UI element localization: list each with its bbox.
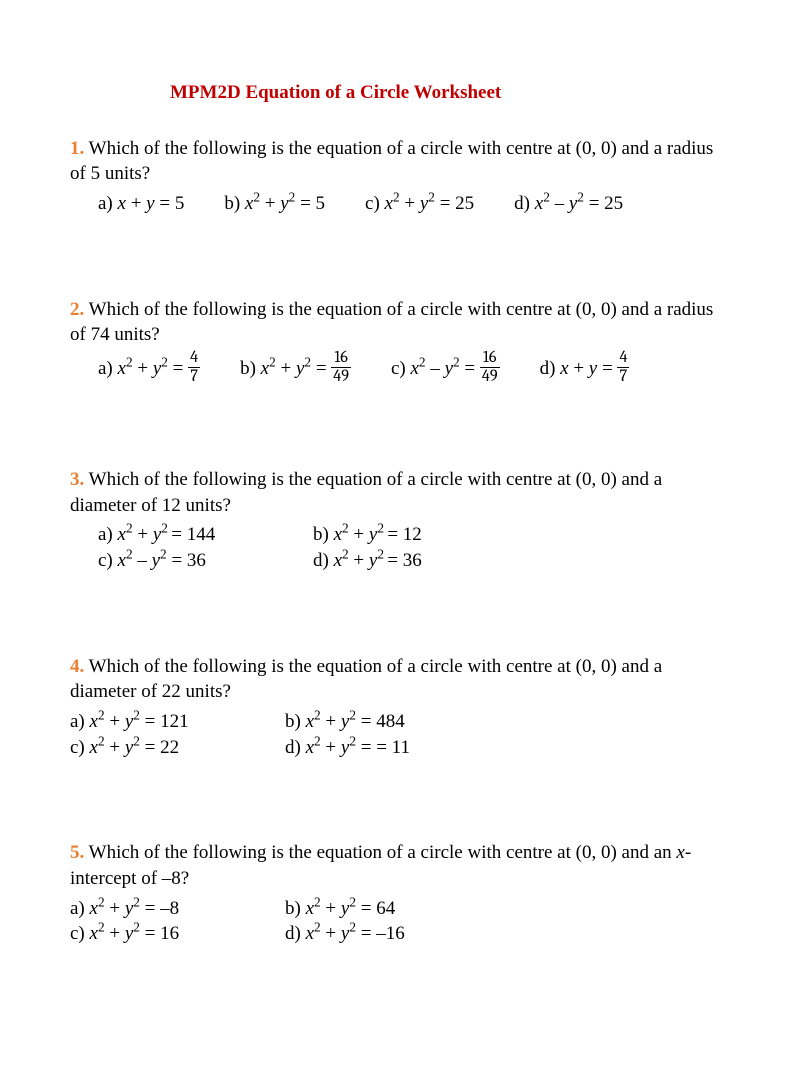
- option-a: a) x2 + y2 = –8: [70, 896, 285, 922]
- option-d: d) x2 + y2 = –16: [285, 921, 500, 947]
- option-b: b) x2 + y2 = 64: [285, 896, 500, 922]
- option-b: b) x2 + y2 = 12: [313, 522, 528, 548]
- options-grid-row: c) x2 + y2 = 22d) x2 + y2 = = 11: [70, 735, 721, 761]
- question-1: 1. Which of the following is the equatio…: [70, 136, 721, 217]
- options-grid-row: a) x2 + y2 = 121b) x2 + y2 = 484: [70, 709, 721, 735]
- option-b: b) x2 + y2 = 484: [285, 709, 500, 735]
- options-grid: a) x2 + y2 = 144b) x2 + y2 = 12c) x2 – y…: [98, 522, 721, 573]
- options-grid: a) x2 + y2 = –8b) x2 + y2 = 64c) x2 + y2…: [70, 896, 721, 947]
- options-row: a) x2 + y2 = 47 b) x2 + y2 = 1649 c) x2 – …: [98, 352, 721, 387]
- worksheet-page: MPM2D Equation of a Circle Worksheet 1. …: [0, 0, 791, 1067]
- option-c: c) x2 + y2 = 25: [365, 191, 474, 217]
- question-number: 1.: [70, 138, 84, 159]
- option-c: c) x2 + y2 = 22: [70, 735, 285, 761]
- question-4: 4. Which of the following is the equatio…: [70, 654, 721, 761]
- question-prompt: 3. Which of the following is the equatio…: [70, 467, 721, 518]
- question-number: 3.: [70, 469, 84, 490]
- option-b: b) x2 + y2 = 1649: [240, 352, 351, 387]
- options-grid-row: a) x2 + y2 = 144b) x2 + y2 = 12: [98, 522, 721, 548]
- option-d: d) x2 + y2 = = 11: [285, 735, 500, 761]
- option-b: b) x2 + y2 = 5: [224, 191, 325, 217]
- option-d: d) x2 – y2 = 25: [514, 191, 623, 217]
- option-c: c) x2 – y2 = 36: [98, 548, 313, 574]
- questions-container: 1. Which of the following is the equatio…: [70, 136, 721, 947]
- option-a: a) x2 + y2 = 144: [98, 522, 313, 548]
- question-number: 2.: [70, 299, 84, 320]
- question-prompt: 2. Which of the following is the equatio…: [70, 297, 721, 348]
- question-number: 4.: [70, 656, 84, 677]
- options-grid-row: c) x2 – y2 = 36d) x2 + y2 = 36: [98, 548, 721, 574]
- option-d: d) x + y = 47: [540, 352, 630, 387]
- worksheet-title: MPM2D Equation of a Circle Worksheet: [170, 80, 721, 106]
- question-prompt: 4. Which of the following is the equatio…: [70, 654, 721, 705]
- question-prompt: 5. Which of the following is the equatio…: [70, 840, 721, 891]
- option-a: a) x2 + y2 = 121: [70, 709, 285, 735]
- option-c: c) x2 – y2 = 1649: [391, 352, 500, 387]
- question-prompt: 1. Which of the following is the equatio…: [70, 136, 721, 187]
- options-grid-row: a) x2 + y2 = –8b) x2 + y2 = 64: [70, 896, 721, 922]
- options-row: a) x + y = 5 b) x2 + y2 = 5 c) x2 + y2 = 2…: [98, 191, 721, 217]
- options-grid: a) x2 + y2 = 121b) x2 + y2 = 484c) x2 + …: [70, 709, 721, 760]
- question-3: 3. Which of the following is the equatio…: [70, 467, 721, 574]
- option-d: d) x2 + y2 = 36: [313, 548, 528, 574]
- option-a: a) x + y = 5: [98, 191, 184, 217]
- options-grid-row: c) x2 + y2 = 16d) x2 + y2 = –16: [70, 921, 721, 947]
- question-2: 2. Which of the following is the equatio…: [70, 297, 721, 388]
- option-a: a) x2 + y2 = 47: [98, 352, 200, 387]
- question-5: 5. Which of the following is the equatio…: [70, 840, 721, 947]
- question-number: 5.: [70, 842, 84, 863]
- option-c: c) x2 + y2 = 16: [70, 921, 285, 947]
